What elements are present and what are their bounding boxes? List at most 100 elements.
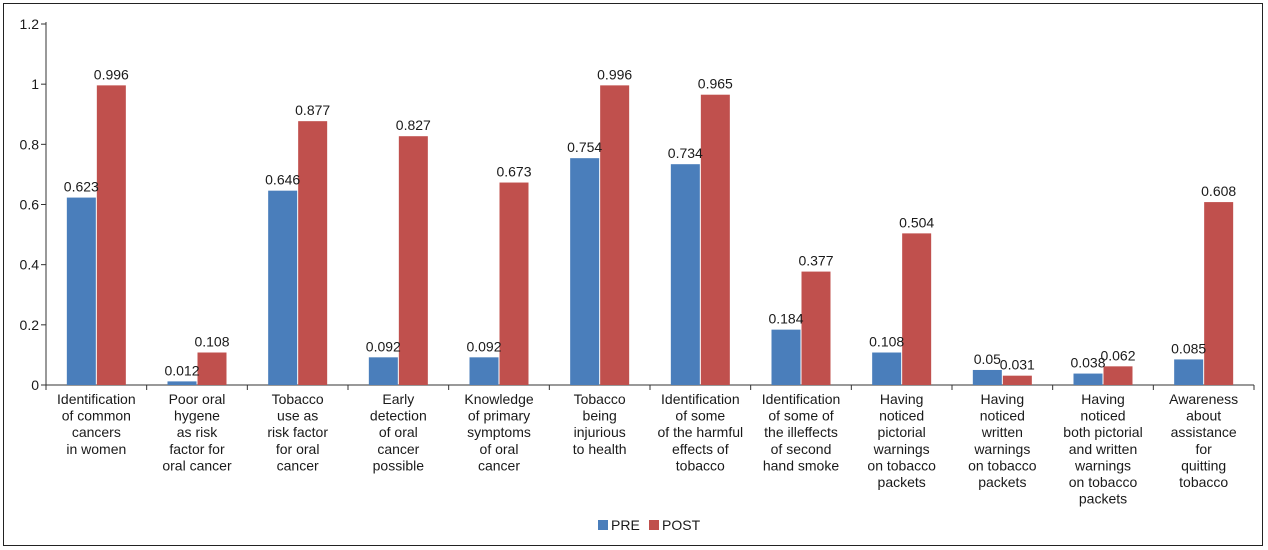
x-tick-label-line: as risk: [177, 424, 218, 440]
x-tick-label-line: packets: [1079, 491, 1127, 507]
x-tick-label-line: pictorial: [878, 424, 926, 440]
bars: [66, 85, 1234, 386]
x-tick-label-line: of second: [771, 441, 832, 457]
x-tick-label-line: cancer: [277, 457, 319, 473]
x-tick-label-line: hand smoke: [763, 457, 839, 473]
x-tick-label-line: Identification: [762, 391, 841, 407]
x-tick-label-line: of oral: [480, 441, 519, 457]
x-tick-label-line: effects of: [672, 441, 729, 457]
bar-post: [700, 94, 730, 385]
x-tick-label: Early detection of oral cancer possible: [370, 391, 427, 473]
bar-value-label: 0.085: [1171, 340, 1206, 356]
chart-frame: 0 0.2 0.4 0.6 0.8 1 1.2 Identification of commo…: [3, 3, 1263, 546]
x-tick-label-line: possible: [373, 457, 425, 473]
bar-value-label: 0.108: [869, 334, 904, 350]
y-tick-label: 1: [31, 76, 39, 92]
x-tick-label-line: assistance: [1171, 424, 1237, 440]
x-tick-label: Identification of some of the harmful effec…: [658, 391, 744, 473]
bar-value-label: 0.996: [597, 66, 632, 82]
x-tick-label: Having noticed pictorial warnings on tobacco…: [867, 391, 936, 490]
x-tick-label-line: the illeffects: [764, 424, 838, 440]
x-tick-label-line: oral cancer: [162, 457, 232, 473]
bar-value-label: 0.012: [164, 362, 199, 378]
x-tick-label-line: of common: [62, 408, 131, 424]
bar-chart: 00.20.40.60.811.2 Identification of commo…: [20, 16, 1255, 533]
bar-post: [398, 136, 428, 385]
x-axis: Identification of common cancers in womenPo…: [45, 384, 1255, 507]
bar-value-label: 0.031: [1000, 357, 1035, 373]
y-tick-label: 0.4: [20, 257, 40, 273]
x-tick-label: Identification of common cancers in women: [57, 391, 136, 457]
x-tick-label-line: noticed: [1080, 408, 1125, 424]
legend-label-post: POST: [662, 517, 701, 533]
x-tick-label-line: Having: [880, 391, 924, 407]
bar-pre: [268, 190, 298, 385]
bar-pre: [771, 329, 801, 385]
bar-post: [1103, 366, 1133, 385]
x-tick-label-line: Identification: [57, 391, 136, 407]
x-tick-label-line: tobacco: [676, 457, 725, 473]
bar-value-label: 0.108: [194, 334, 229, 350]
bar-value-label: 0.05: [974, 351, 1001, 367]
x-tick-label-line: packets: [878, 474, 926, 490]
x-tick-label-line: Early: [382, 391, 414, 407]
x-tick-label-line: for oral: [276, 441, 320, 457]
bar-value-label: 0.608: [1201, 183, 1236, 199]
x-tick-label-line: to health: [573, 441, 627, 457]
x-tick-label-line: tobacco: [1179, 474, 1228, 490]
x-tick-label-line: Awareness: [1169, 391, 1238, 407]
x-tick-label: Identification of some of the illeffects of…: [762, 391, 841, 473]
bar-post: [96, 85, 126, 386]
x-tick-label-line: Identification: [661, 391, 740, 407]
x-tick-label-line: Knowledge: [464, 391, 533, 407]
x-tick-label: Awareness about assistance for quitting tobac…: [1169, 391, 1238, 490]
x-tick-label-line: of primary: [468, 408, 530, 424]
legend-swatch-post: [649, 520, 659, 530]
y-tick-label: 0.2: [20, 317, 40, 333]
x-tick-label-line: warnings: [1074, 457, 1131, 473]
bar-post: [600, 85, 630, 386]
x-tick-label-line: cancer: [377, 441, 419, 457]
x-tick-label-line: written: [981, 424, 1023, 440]
bar-value-label: 0.996: [94, 66, 129, 82]
x-tick-label-line: use as: [277, 408, 318, 424]
bar-pre: [66, 197, 96, 385]
x-tick-label-line: both pictorial: [1063, 424, 1142, 440]
x-tick-label-line: of oral: [379, 424, 418, 440]
x-tick-label-line: cancer: [478, 457, 520, 473]
bar-value-label: 0.646: [265, 172, 300, 188]
y-tick-label: 0.6: [20, 197, 40, 213]
bar-pre: [1174, 359, 1204, 385]
x-tick-label: Tobacco use as risk factor for oral cancer: [267, 391, 328, 473]
x-tick-label-line: Having: [981, 391, 1025, 407]
x-tick-label-line: symptoms: [467, 424, 531, 440]
legend: PRE POST: [598, 517, 701, 533]
bar-pre: [570, 158, 600, 385]
bar-value-label: 0.062: [1100, 347, 1135, 363]
bar-value-label: 0.827: [396, 117, 431, 133]
bar-pre: [469, 357, 499, 385]
y-tick-label: 1.2: [20, 16, 40, 32]
x-tick-label-line: risk factor: [267, 424, 328, 440]
x-tick-label-line: Tobacco: [574, 391, 626, 407]
x-tick-label-line: on tobacco: [968, 457, 1037, 473]
x-tick-label-line: for: [1195, 441, 1212, 457]
x-tick-label-line: on tobacco: [1069, 474, 1138, 490]
bar-value-label: 0.038: [1070, 355, 1105, 371]
x-tick-label-line: Having: [1081, 391, 1125, 407]
bar-post: [902, 233, 932, 385]
x-tick-label-line: injurious: [574, 424, 626, 440]
bar-pre: [167, 381, 197, 385]
x-tick-label: Tobacco being injurious to health: [573, 391, 627, 457]
x-tick-label-line: of some: [675, 408, 725, 424]
bar-post: [298, 121, 328, 386]
x-tick-label-line: of some of: [768, 408, 833, 424]
bar-pre: [872, 352, 902, 385]
bar-value-label: 0.877: [295, 102, 330, 118]
x-tick-label-line: warnings: [973, 441, 1030, 457]
bar-value-label: 0.673: [496, 164, 531, 180]
x-tick-label: Having noticed both pictorial and written wa…: [1063, 391, 1142, 507]
x-tick-label-line: in women: [66, 441, 126, 457]
y-axis: 0 0.2 0.4 0.6 0.8 1 1.2: [20, 16, 47, 393]
bar-post: [1204, 202, 1234, 385]
